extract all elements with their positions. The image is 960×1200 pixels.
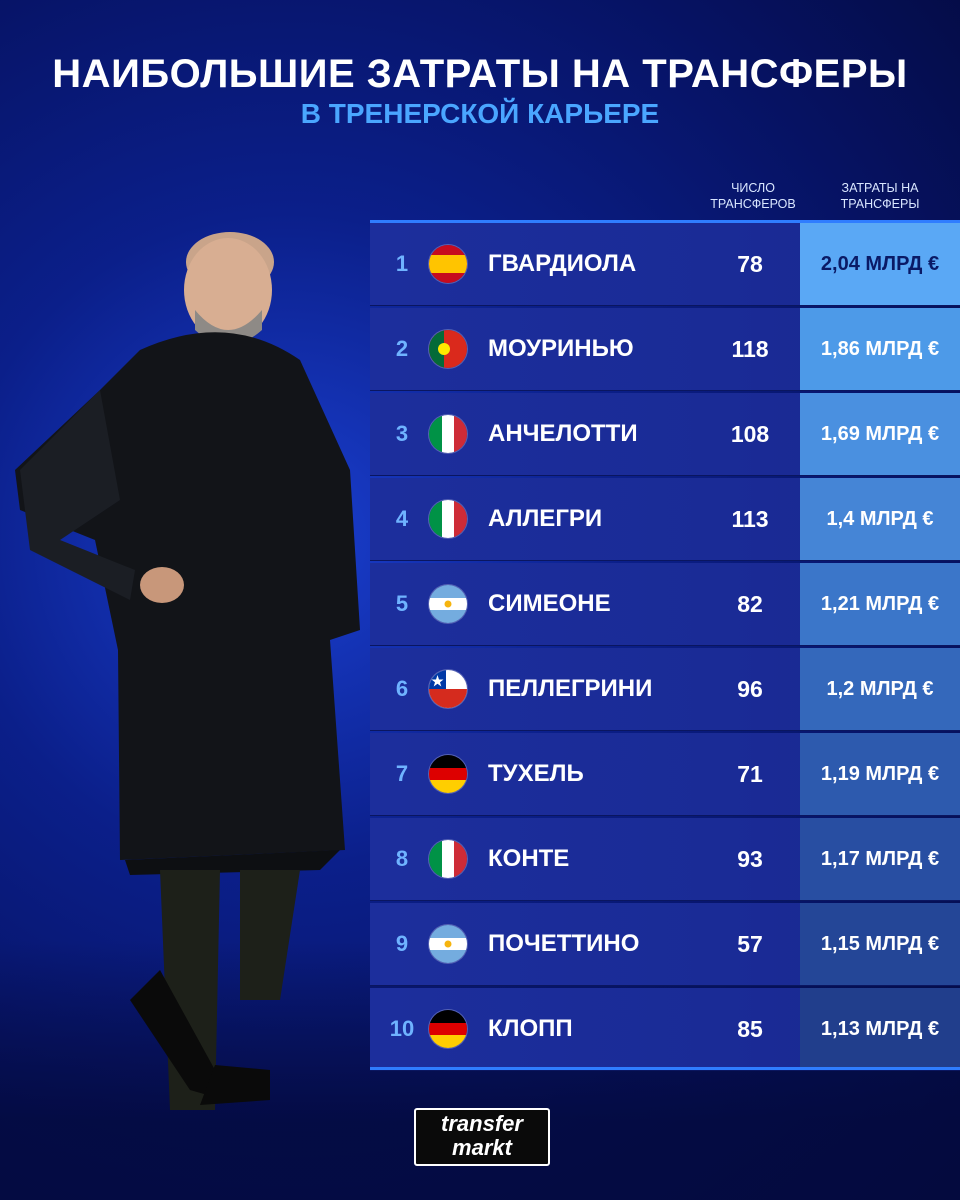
table-row: 4 АЛЛЕГРИ 113 1,4 МЛРД €	[370, 478, 960, 561]
rank-number: 8	[395, 846, 409, 871]
transfer-cost: 1,19 МЛРД €	[800, 733, 960, 815]
column-header-transfers-line1: ЧИСЛО	[731, 181, 775, 195]
rank-number: 10	[389, 1016, 415, 1041]
rank-number: 7	[395, 761, 409, 786]
transfer-cost: 1,21 МЛРД €	[800, 563, 960, 645]
rank-number: 9	[395, 931, 409, 956]
italy-flag-icon	[429, 500, 467, 538]
coach-name: АЛЛЕГРИ	[488, 505, 603, 532]
rank-number: 3	[395, 421, 409, 446]
rank-number: 1	[395, 251, 409, 276]
table-row: 1 ГВАРДИОЛА 78 2,04 МЛРД €	[370, 223, 960, 306]
transfer-count: 78	[737, 251, 763, 277]
argentina-flag-icon	[429, 585, 467, 623]
transfer-count: 96	[737, 676, 763, 702]
table-row: 8 КОНТЕ 93 1,17 МЛРД €	[370, 818, 960, 901]
rank-number: 6	[395, 676, 409, 701]
portugal-flag-icon	[429, 330, 467, 368]
transfer-count: 93	[737, 846, 763, 872]
transfer-cost: 1,2 МЛРД €	[800, 648, 960, 730]
transfer-cost: 1,4 МЛРД €	[800, 478, 960, 560]
table-row: 2 МОУРИНЬЮ 118 1,86 МЛРД €	[370, 308, 960, 391]
column-header-cost-line2: ТРАНСФЕРЫ	[840, 197, 920, 211]
coach-name: ПОЧЕТТИНО	[488, 930, 640, 957]
rank-number: 4	[395, 506, 409, 531]
transfer-count: 113	[731, 506, 769, 532]
coach-name: КОНТЕ	[488, 845, 570, 872]
spain-flag-icon	[429, 245, 467, 283]
table-row: 6 ПЕЛЛЕГРИНИ 96 1,2 МЛРД €	[370, 648, 960, 731]
germany-flag-icon	[429, 755, 467, 793]
transfer-count: 108	[730, 421, 770, 447]
logo-line1: transfer	[441, 1111, 523, 1136]
italy-flag-icon	[429, 840, 467, 878]
italy-flag-icon	[429, 415, 467, 453]
argentina-flag-icon	[429, 925, 467, 963]
chile-flag-icon	[429, 670, 467, 708]
transfer-cost: 2,04 МЛРД €	[800, 223, 960, 305]
rank-number: 2	[395, 336, 409, 361]
table-row: 9 ПОЧЕТТИНО 57 1,15 МЛРД €	[370, 903, 960, 986]
column-header-cost-line1: ЗАТРАТЫ НА	[841, 181, 919, 195]
transfer-count: 71	[737, 761, 763, 787]
coach-name: ТУХЕЛЬ	[488, 760, 584, 787]
coach-name: ГВАРДИОЛА	[488, 250, 637, 277]
transfer-count: 82	[737, 591, 763, 617]
column-header-transfers-line2: ТРАНСФЕРОВ	[710, 197, 796, 211]
transfer-cost: 1,13 МЛРД €	[800, 988, 960, 1070]
germany-flag-icon	[429, 1010, 467, 1048]
page-subtitle: В ТРЕНЕРСКОЙ КАРЬЕРЕ	[300, 98, 660, 129]
transfer-count: 118	[731, 336, 769, 362]
transfer-count: 57	[737, 931, 763, 957]
table-row: 10 КЛОПП 85 1,13 МЛРД €	[370, 988, 960, 1071]
rank-number: 5	[395, 591, 409, 616]
coach-name: СИМЕОНЕ	[488, 590, 611, 617]
transfer-cost: 1,17 МЛРД €	[800, 818, 960, 900]
table-row: 3 АНЧЕЛОТТИ 108 1,69 МЛРД €	[370, 393, 960, 476]
table-row: 5 СИМЕОНЕ 82 1,21 МЛРД €	[370, 563, 960, 646]
coach-name: ПЕЛЛЕГРИНИ	[488, 675, 653, 702]
transfer-cost: 1,15 МЛРД €	[800, 903, 960, 985]
transfermarkt-logo: transfer markt	[414, 1108, 550, 1166]
coach-photo	[15, 232, 360, 1110]
coach-name: КЛОПП	[488, 1015, 573, 1042]
ranking-table: 1 ГВАРДИОЛА 78 2,04 МЛРД € 2 МОУРИНЬЮ 11…	[370, 220, 960, 1071]
coach-name: МОУРИНЬЮ	[488, 335, 634, 362]
transfer-cost: 1,86 МЛРД €	[800, 308, 960, 390]
table-row: 7 ТУХЕЛЬ 71 1,19 МЛРД €	[370, 733, 960, 816]
coach-name: АНЧЕЛОТТИ	[488, 420, 638, 447]
logo-line2: markt	[452, 1135, 512, 1160]
transfer-count: 85	[737, 1016, 763, 1042]
page-title: НАИБОЛЬШИЕ ЗАТРАТЫ НА ТРАНСФЕРЫ	[52, 52, 908, 96]
column-header-transfers: ЧИСЛО ТРАНСФЕРОВ	[700, 180, 806, 212]
column-header-cost: ЗАТРАТЫ НА ТРАНСФЕРЫ	[818, 180, 942, 212]
transfer-cost: 1,69 МЛРД €	[800, 393, 960, 475]
